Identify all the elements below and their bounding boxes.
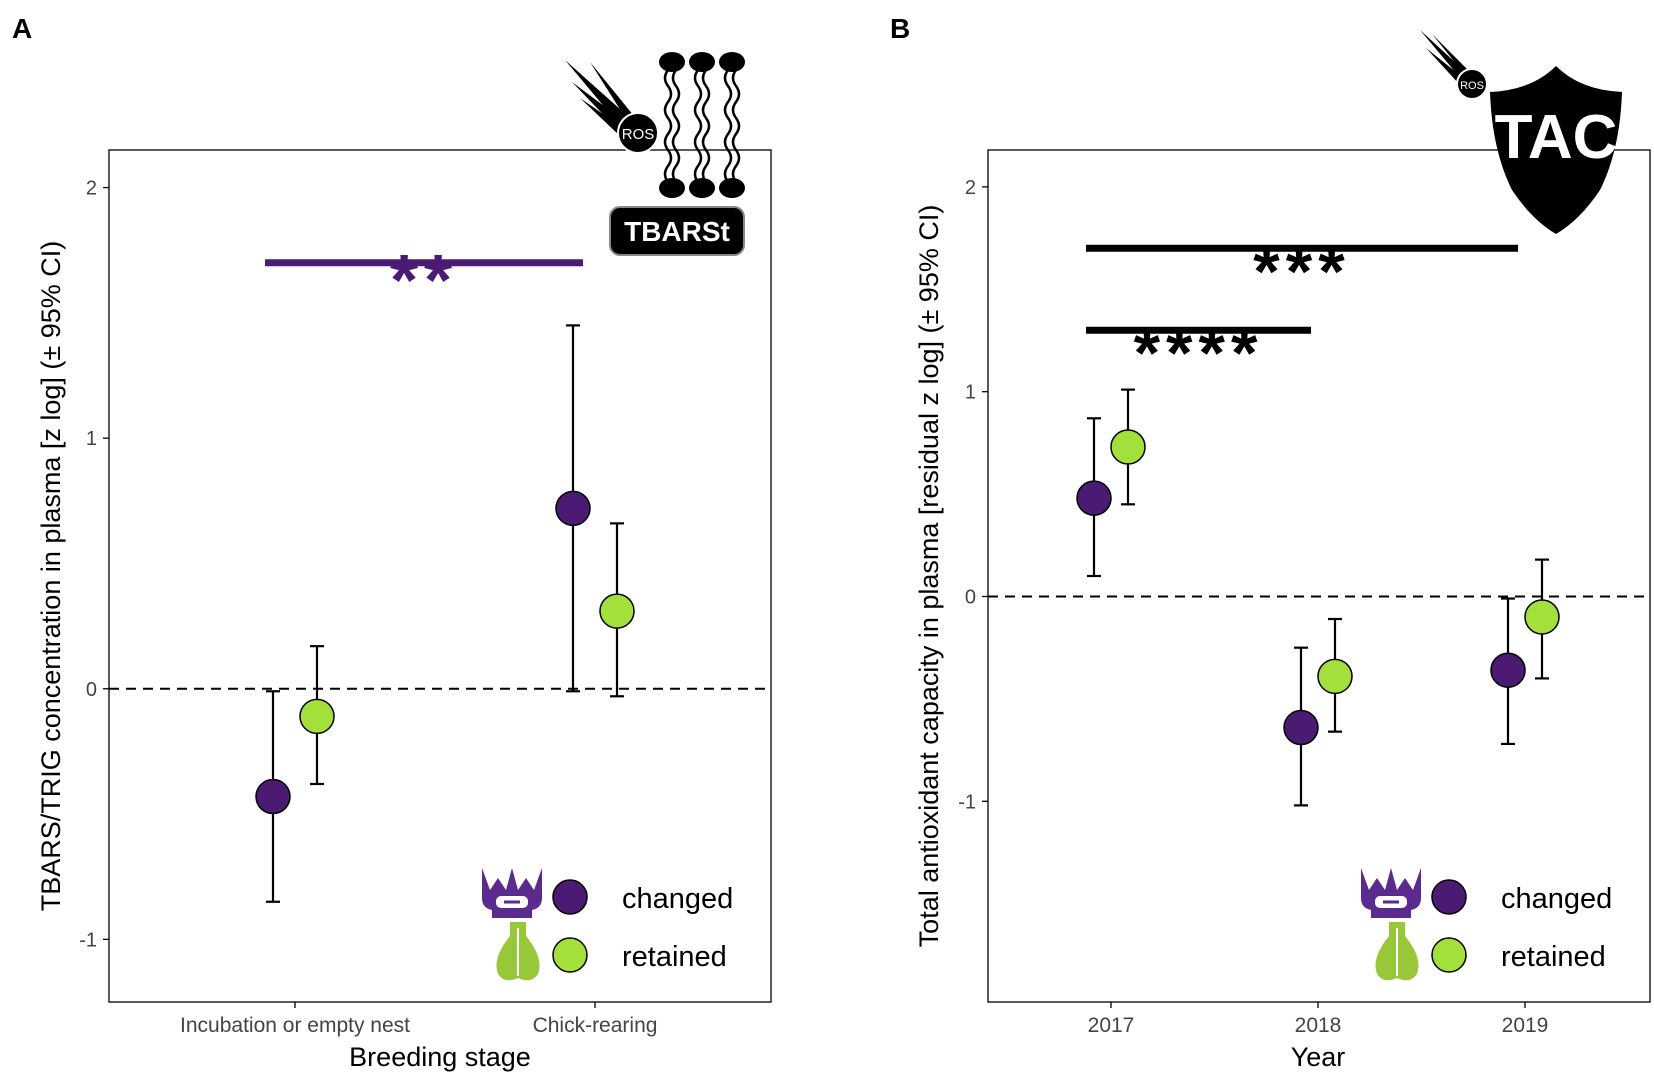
- panel-label-b: B: [890, 13, 910, 44]
- panel-b: -1 0 1 2 2017 2018 2019 ******* Year Total ant…: [914, 30, 1651, 1072]
- plot-frame-a: [108, 149, 772, 1003]
- point-changed-2019: [1490, 652, 1526, 688]
- x-tick-label: 2018: [1295, 1014, 1342, 1037]
- lipid-membrane-icon: [659, 52, 745, 198]
- x-tick-label: Incubation or empty nest: [180, 1014, 410, 1037]
- legend-label-changed: changed: [622, 883, 733, 915]
- x-axis-title-a: Breeding stage: [349, 1042, 531, 1072]
- point-retained-2017: [1110, 429, 1146, 465]
- plot-frame-b: [987, 149, 1651, 1003]
- y-axis-title-a: TBARS/TRIG concentration in plasma [z lo…: [36, 241, 66, 912]
- point-changed-chick-rearing: [555, 490, 591, 527]
- y-tick-label: 1: [86, 428, 97, 450]
- svg-text:ROS: ROS: [622, 126, 655, 143]
- svg-text:TAC: TAC: [1495, 103, 1618, 172]
- legend-marker-retained: [1431, 937, 1467, 973]
- tac-shield-icon: TAC: [1490, 66, 1622, 234]
- point-changed-incubation-or-empty-nest: [255, 778, 291, 815]
- retained-pigeon-icon: [495, 921, 541, 982]
- point-retained-2019: [1524, 599, 1560, 635]
- ros-meteor-icon-b: ROS: [1420, 30, 1488, 100]
- y-tick-label: 2: [965, 177, 976, 199]
- point-retained-incubation-or-empty-nest: [299, 698, 335, 735]
- legend-b: changed retained: [1359, 866, 1612, 982]
- legend-label-changed: changed: [1501, 883, 1612, 915]
- x-axis-title-b: Year: [1291, 1042, 1346, 1072]
- retained-pigeon-icon: [1374, 921, 1420, 982]
- y-tick-label: -1: [958, 791, 976, 813]
- changed-pigeon-icon: [1359, 866, 1423, 920]
- y-axis-title-b: Total antioxidant capacity in plasma [re…: [914, 205, 944, 948]
- legend-label-retained: retained: [622, 941, 727, 973]
- x-tick-label: 2017: [1088, 1014, 1135, 1037]
- point-retained-chick-rearing: [599, 593, 635, 629]
- point-retained-2018: [1317, 658, 1353, 695]
- legend-a: changed retained: [480, 866, 733, 982]
- tbarst-badge: TBARSt: [609, 206, 745, 256]
- legend-marker-retained: [552, 937, 588, 973]
- legend-marker-changed: [1431, 879, 1467, 915]
- svg-text:TBARSt: TBARSt: [624, 216, 730, 247]
- svg-text:ROS: ROS: [1460, 80, 1484, 92]
- legend-label-retained: retained: [1501, 941, 1606, 973]
- legend-marker-changed: [552, 879, 588, 915]
- y-tick-label: -1: [79, 929, 97, 951]
- panel-label-a: A: [12, 13, 32, 44]
- significance-stars: ****: [1134, 315, 1264, 391]
- changed-pigeon-icon: [480, 866, 544, 920]
- significance-stars: ***: [1253, 233, 1350, 309]
- y-tick-label: 2: [86, 178, 97, 200]
- y-tick-label: 1: [965, 382, 976, 404]
- panel-a: -1 0 1 2 Incubation or empty nest Chick-reari…: [36, 52, 772, 1072]
- significance-stars: **: [390, 241, 458, 321]
- x-tick-label: Chick-rearing: [533, 1014, 658, 1037]
- x-tick-label: 2019: [1502, 1014, 1549, 1037]
- y-tick-label: 0: [965, 586, 976, 608]
- ros-meteor-icon-a: ROS: [565, 60, 659, 154]
- point-changed-2018: [1283, 709, 1319, 746]
- point-changed-2017: [1076, 480, 1112, 516]
- y-tick-label: 0: [86, 679, 97, 701]
